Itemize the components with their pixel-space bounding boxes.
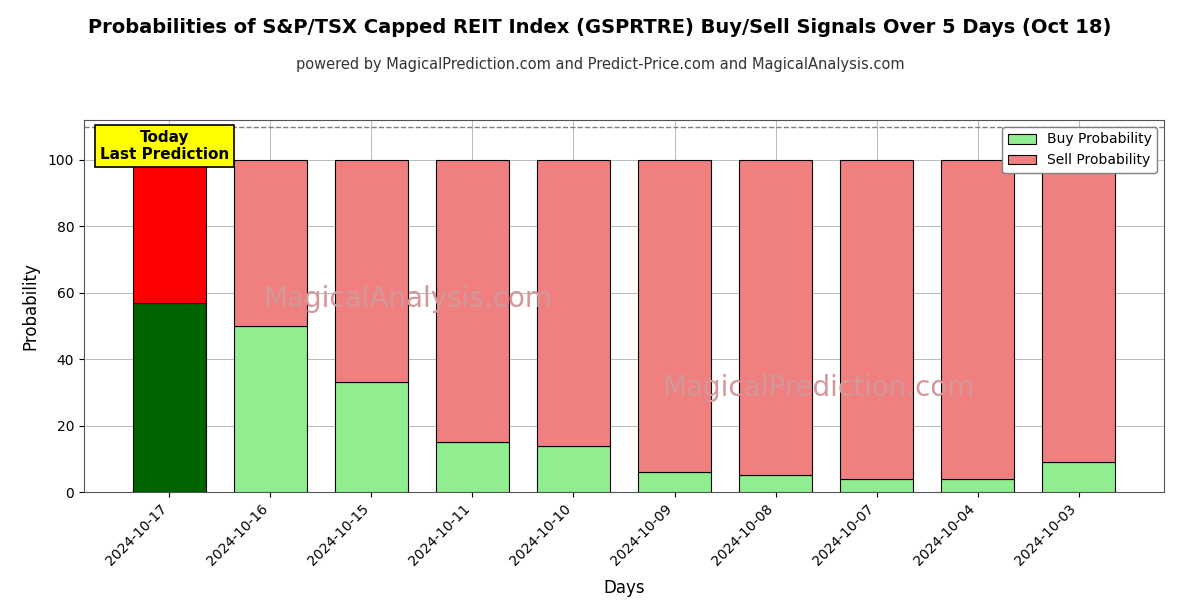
Bar bbox=[739, 160, 812, 475]
Bar bbox=[133, 302, 206, 492]
Bar bbox=[538, 445, 610, 492]
Bar bbox=[739, 475, 812, 492]
Bar bbox=[436, 442, 509, 492]
Bar bbox=[840, 160, 913, 479]
Text: Probabilities of S&P/TSX Capped REIT Index (GSPRTRE) Buy/Sell Signals Over 5 Day: Probabilities of S&P/TSX Capped REIT Ind… bbox=[89, 18, 1111, 37]
Bar bbox=[234, 326, 307, 492]
Y-axis label: Probability: Probability bbox=[22, 262, 40, 350]
Text: MagicalAnalysis.com: MagicalAnalysis.com bbox=[264, 284, 552, 313]
Bar bbox=[133, 160, 206, 302]
Legend: Buy Probability, Sell Probability: Buy Probability, Sell Probability bbox=[1002, 127, 1157, 173]
Bar bbox=[538, 160, 610, 445]
Bar bbox=[941, 479, 1014, 492]
Bar bbox=[436, 160, 509, 442]
Text: Today
Last Prediction: Today Last Prediction bbox=[100, 130, 229, 163]
Bar bbox=[234, 160, 307, 326]
X-axis label: Days: Days bbox=[604, 580, 644, 598]
Bar bbox=[335, 382, 408, 492]
Text: MagicalPrediction.com: MagicalPrediction.com bbox=[662, 374, 974, 402]
Bar bbox=[638, 160, 710, 472]
Text: powered by MagicalPrediction.com and Predict-Price.com and MagicalAnalysis.com: powered by MagicalPrediction.com and Pre… bbox=[295, 57, 905, 72]
Bar bbox=[1042, 160, 1115, 462]
Bar bbox=[335, 160, 408, 382]
Bar bbox=[638, 472, 710, 492]
Bar bbox=[840, 479, 913, 492]
Bar bbox=[1042, 462, 1115, 492]
Bar bbox=[941, 160, 1014, 479]
